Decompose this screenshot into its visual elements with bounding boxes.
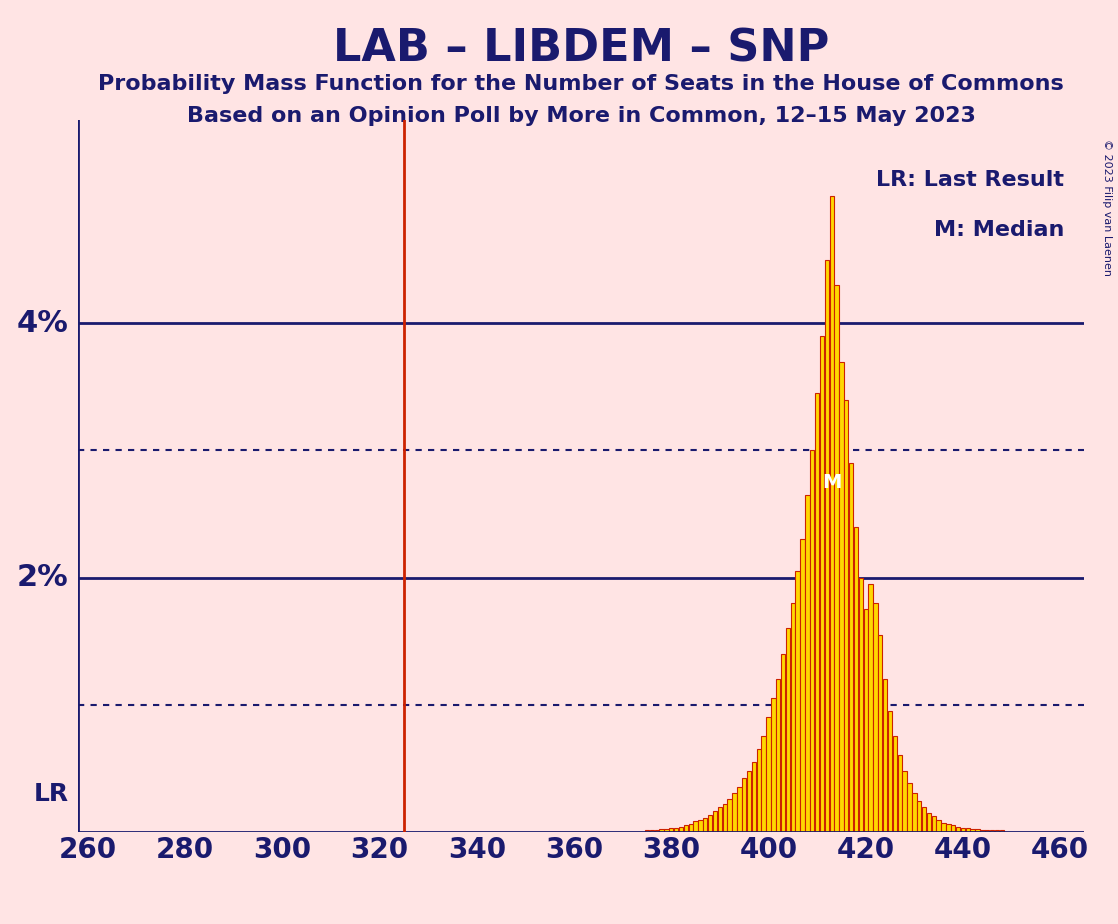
Bar [718,808,722,832]
Bar [689,824,693,832]
Bar [650,831,654,832]
Bar [834,286,838,832]
Bar [645,831,650,832]
Bar [761,736,766,832]
Bar [664,829,669,832]
Bar [757,749,761,832]
Text: M: M [822,473,842,492]
Bar [703,818,708,832]
Bar [854,527,859,832]
Bar [811,451,814,832]
Bar [878,635,882,832]
Bar [863,609,868,832]
Bar [771,699,776,832]
Bar [800,540,805,832]
Bar [859,578,863,832]
Bar [679,827,683,832]
Bar [975,829,979,832]
Bar [941,822,946,832]
Text: 4%: 4% [17,309,68,338]
Bar [892,736,897,832]
Bar [790,603,795,832]
Bar [898,756,902,832]
Bar [966,828,970,832]
Text: M: Median: M: Median [934,220,1064,239]
Bar [654,831,659,832]
Bar [742,778,747,832]
Bar [917,801,921,832]
Bar [999,831,1004,832]
Bar [684,825,688,832]
Bar [902,771,907,832]
Bar [937,821,941,832]
Bar [693,821,698,832]
Bar [708,815,712,832]
Bar [989,831,994,832]
Text: LR: Last Result: LR: Last Result [877,170,1064,190]
Bar [849,463,853,832]
Bar [776,679,780,832]
Bar [995,831,999,832]
Bar [751,761,756,832]
Bar [780,654,785,832]
Text: LR: LR [34,783,68,806]
Bar [869,584,873,832]
Text: Based on an Opinion Poll by More in Common, 12–15 May 2023: Based on an Opinion Poll by More in Comm… [187,106,976,126]
Text: 2%: 2% [17,563,68,592]
Bar [819,336,824,832]
Bar [825,260,830,832]
Bar [951,825,956,832]
Bar [786,628,790,832]
Bar [722,804,727,832]
Bar [728,798,732,832]
Bar [873,603,878,832]
Bar [840,361,844,832]
Text: © 2023 Filip van Laenen: © 2023 Filip van Laenen [1102,139,1112,275]
Bar [931,817,936,832]
Bar [956,827,960,832]
Bar [674,828,679,832]
Bar [737,787,741,832]
Bar [766,717,770,832]
Text: LAB – LIBDEM – SNP: LAB – LIBDEM – SNP [333,28,830,70]
Bar [796,571,799,832]
Bar [669,828,673,832]
Bar [946,824,950,832]
Bar [888,711,892,832]
Bar [815,394,819,832]
Bar [805,495,809,832]
Bar [883,679,888,832]
Bar [660,829,664,832]
Bar [844,399,849,832]
Bar [980,831,985,832]
Bar [747,771,751,832]
Bar [732,794,737,832]
Bar [830,197,834,832]
Bar [927,812,931,832]
Bar [970,829,975,832]
Bar [985,831,989,832]
Bar [922,808,926,832]
Bar [912,794,917,832]
Bar [960,828,965,832]
Bar [699,821,702,832]
Bar [713,811,718,832]
Text: Probability Mass Function for the Number of Seats in the House of Commons: Probability Mass Function for the Number… [98,74,1064,94]
Bar [908,784,911,832]
